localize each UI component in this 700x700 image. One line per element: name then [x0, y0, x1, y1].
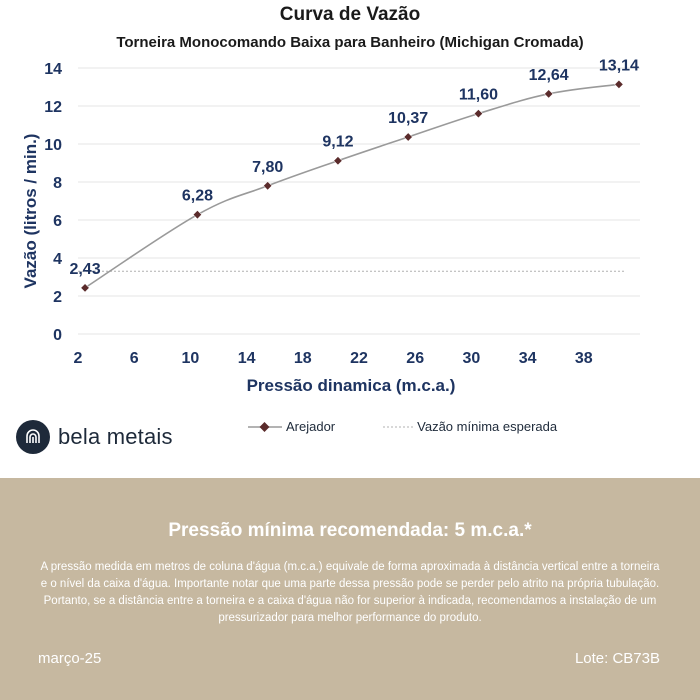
- faucet-logo-icon: [16, 420, 50, 454]
- x-tick-label: 10: [182, 350, 200, 367]
- footer-panel: Pressão mínima recomendada: 5 m.c.a.* A …: [0, 478, 700, 700]
- data-label: 12,64: [529, 67, 569, 84]
- y-tick-label: 10: [44, 137, 62, 154]
- data-label: 2,43: [69, 261, 100, 278]
- data-point: [80, 283, 90, 293]
- chart-legend: Arejador Vazão mínima esperada: [248, 419, 605, 434]
- y-tick-label: 6: [53, 213, 62, 230]
- chart-subtitle: Torneira Monocomando Baixa para Banheiro…: [116, 34, 584, 51]
- legend-dotted-line-icon: [383, 426, 414, 427]
- y-tick-label: 4: [53, 251, 62, 268]
- series-line-arejador: [84, 83, 620, 289]
- legend-line-marker-icon: [248, 421, 282, 432]
- footer-lot: Lote: CB73B: [574, 650, 660, 667]
- data-label: 13,14: [599, 57, 639, 74]
- data-point: [473, 109, 484, 119]
- data-point: [544, 89, 554, 99]
- x-axis-label: Pressão dinamica (m.c.a.): [247, 376, 456, 395]
- x-tick-label: 22: [350, 350, 368, 367]
- legend-item-min-flow: Vazão mínima esperada: [383, 419, 557, 434]
- data-point: [263, 181, 273, 191]
- legend-label-arejador: Arejador: [286, 419, 336, 434]
- brand-block: bela metais: [16, 420, 173, 454]
- y-tick-label: 12: [44, 99, 62, 116]
- x-tick-label: 34: [519, 350, 537, 367]
- x-tick-label: 30: [463, 350, 481, 367]
- data-label: 7,80: [252, 159, 283, 176]
- brand-name: bela metais: [58, 424, 173, 449]
- data-point: [614, 79, 624, 89]
- data-label: 6,28: [182, 188, 213, 205]
- chart-area: Curva de Vazão Torneira Monocomando Baix…: [16, 4, 640, 454]
- chart-title: Curva de Vazão: [279, 4, 421, 25]
- x-tick-label: 14: [238, 350, 256, 367]
- x-tick-label: 26: [406, 350, 424, 367]
- data-point: [192, 210, 203, 220]
- y-axis-label: Vazão (litros / min.): [21, 134, 40, 289]
- y-tick-label: 2: [53, 289, 62, 306]
- x-tick-label: 18: [294, 350, 312, 367]
- pressure-explanation-note: A pressão medida em metros de coluna d'á…: [40, 561, 660, 624]
- x-tick-label: 38: [575, 350, 593, 367]
- min-pressure-headline: Pressão mínima recomendada: 5 m.c.a.*: [168, 520, 532, 541]
- x-tick-label: 6: [130, 350, 139, 367]
- data-label: 9,12: [322, 134, 353, 151]
- y-tick-label: 14: [44, 61, 62, 78]
- footer-date: março-25: [38, 650, 102, 667]
- y-tick-label: 0: [53, 327, 62, 344]
- y-tick-label: 8: [53, 175, 62, 192]
- data-label: 10,37: [388, 110, 428, 127]
- legend-item-arejador: Arejador: [248, 419, 335, 434]
- data-point: [333, 156, 343, 166]
- legend-label-min-flow: Vazão mínima esperada: [417, 419, 558, 434]
- x-tick-label: 2: [74, 350, 83, 367]
- data-label: 11,60: [459, 87, 498, 104]
- data-point: [403, 132, 413, 142]
